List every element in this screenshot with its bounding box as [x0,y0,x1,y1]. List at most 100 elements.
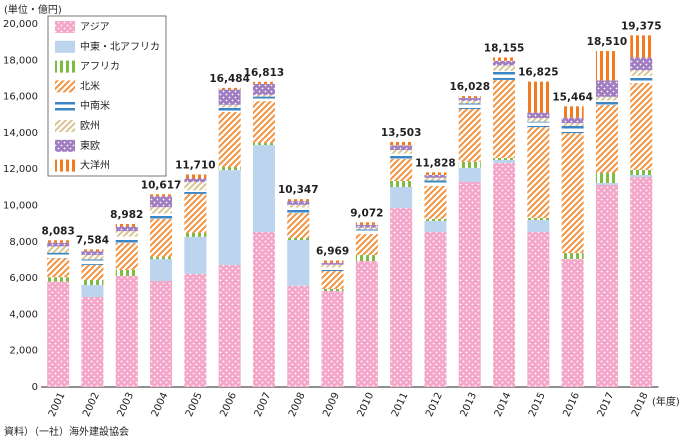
x-tick-label: 2006 [218,391,239,419]
bar-segment [81,296,104,387]
bar-segment [527,127,550,219]
bar-segment [252,145,275,232]
bar-segment [184,193,207,233]
bar-segment [47,252,70,259]
bar-segment [252,94,275,97]
bar-segment [527,231,550,387]
legend-swatch [55,120,75,132]
bar-segment [424,172,447,176]
bar-segment [218,104,241,108]
bar-segment [321,264,344,268]
bar-segment [218,167,241,171]
x-tick-label: 2007 [253,391,274,419]
bar-segment [81,259,104,265]
bar-segment [424,180,447,186]
bar-segment [458,98,481,101]
bar-segment [115,223,138,227]
x-tick-label: 2005 [184,391,205,419]
bar-segment [287,204,310,208]
y-tick-label: 12,000 [3,164,38,175]
bar-segment [527,112,550,119]
bar-segment [527,81,550,113]
bar-segment [561,117,584,124]
bar-segment [252,96,275,102]
bar-segment [595,51,618,81]
total-label: 8,982 [110,209,143,221]
legend-label: アフリカ [80,61,120,73]
x-tick-label: 2017 [596,391,617,419]
total-label: 16,028 [449,81,490,93]
bar-segment [150,257,173,260]
bar-segment [390,208,413,387]
bar-segment [355,227,378,230]
legend-swatch [55,139,75,152]
bar-segment [47,240,70,243]
bar-segment [184,236,207,274]
total-label: 11,828 [415,157,456,169]
bar-segment [630,70,653,76]
bar-segment [218,107,241,113]
bar-segment [424,231,447,387]
x-tick-label: 2016 [561,391,582,419]
bar-segment [321,262,344,265]
x-tick-label: 2018 [630,391,651,419]
bar-segment [355,255,378,262]
y-tick-label: 4,000 [9,309,38,320]
bar-segment [150,196,173,208]
bar-segment [150,194,173,197]
x-unit-label: (年度) [652,395,680,408]
x-tick-label: 2014 [493,391,514,419]
bar-segment [595,184,618,387]
bar-segment [630,75,653,83]
bar-segment [390,141,413,146]
bar-segment [184,232,207,237]
legend-label: 大洋州 [80,159,110,172]
legend-swatch [55,21,75,33]
legend-label: アジア [80,22,110,33]
y-tick-label: 0 [32,382,38,393]
bar-segment [595,182,618,185]
bar-segment [355,224,378,228]
total-label: 8,083 [42,225,75,237]
bar-segment [458,96,481,99]
bar-segment [218,112,241,168]
legend-label: 東欧 [80,139,100,152]
bar-segment [561,253,584,260]
bar-segment [424,185,447,219]
bar-segment [630,175,653,178]
total-label: 16,484 [209,73,250,85]
bar-segment [115,236,138,243]
bar-segment [595,104,618,174]
total-label: 10,617 [141,179,182,191]
bar-segment [218,265,241,387]
bar-segment [184,174,207,179]
x-tick-label: 2002 [81,391,102,419]
bar-segment [493,60,516,66]
bar-segment [595,100,618,105]
legend-swatch [55,40,75,53]
bar-segment [184,178,207,183]
legend-label: 北米 [80,79,100,92]
bar-segment [150,281,173,387]
bar-segment [493,79,516,158]
bar-segment [321,271,344,289]
total-label: 18,155 [484,42,525,54]
bar-segment [595,173,618,183]
bar-segment [81,284,104,297]
bar-segment [630,82,653,170]
bar-segment [561,259,584,387]
x-tick-label: 2003 [115,391,136,419]
x-tick-label: 2010 [356,391,377,419]
bar-segment [287,207,310,213]
bar-segment [115,231,138,237]
total-label: 6,969 [316,246,349,258]
bar-segment [630,35,653,58]
source: 資料）（一社）海外建設協会 [4,425,129,438]
total-label: 7,584 [76,234,109,246]
x-tick-label: 2011 [390,391,411,419]
bar-segment [458,181,481,387]
bar-segment [184,182,207,191]
bar-segment [321,290,344,387]
bar-segment [81,264,104,280]
